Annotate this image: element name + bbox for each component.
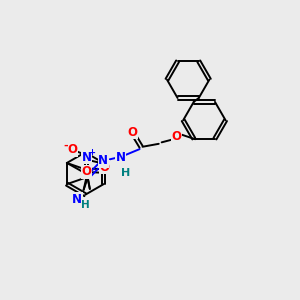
Text: O: O <box>67 143 77 156</box>
Text: N: N <box>82 151 92 164</box>
Text: O: O <box>82 165 92 178</box>
Text: N: N <box>116 151 125 164</box>
Text: H: H <box>81 200 89 210</box>
Text: O: O <box>171 130 182 143</box>
Text: +: + <box>88 148 95 157</box>
Text: O: O <box>100 161 110 174</box>
Text: H: H <box>121 168 130 178</box>
Text: O: O <box>127 125 137 139</box>
Text: N: N <box>72 193 82 206</box>
Text: N: N <box>98 154 108 167</box>
Text: -: - <box>63 140 68 150</box>
